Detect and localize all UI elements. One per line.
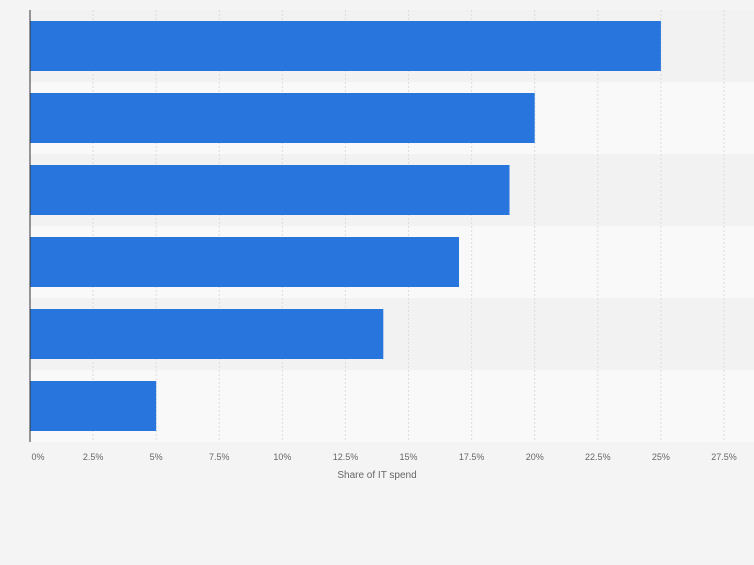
x-axis-label: Share of IT spend	[337, 470, 416, 481]
bar[interactable]	[30, 381, 157, 431]
bar[interactable]	[30, 237, 460, 287]
x-tick-label: 10%	[273, 452, 291, 462]
x-tick-label: 15%	[400, 452, 418, 462]
bar[interactable]	[30, 21, 661, 71]
x-tick-label: 12.5%	[333, 452, 359, 462]
x-tick-label: 0%	[31, 452, 44, 462]
x-tick-label: 5%	[150, 452, 163, 462]
row-bands	[30, 10, 754, 442]
x-tick-label: 17.5%	[459, 452, 485, 462]
x-axis-tick-labels: 0% 2.5% 5% 7.5% 10% 12.5% 15% 17.5% 20% 22.5% 25% 2…	[31, 452, 736, 462]
x-tick-label: 27.5%	[711, 452, 737, 462]
grid-lines	[92, 10, 725, 442]
bars	[30, 21, 661, 431]
bar[interactable]	[30, 309, 384, 359]
x-tick-label: 7.5%	[209, 452, 230, 462]
bar[interactable]	[30, 93, 535, 143]
x-tick-label: 25%	[652, 452, 670, 462]
bar[interactable]	[30, 165, 510, 215]
x-tick-label: 2.5%	[83, 452, 104, 462]
x-tick-label: 22.5%	[585, 452, 611, 462]
x-tick-label: 20%	[526, 452, 544, 462]
